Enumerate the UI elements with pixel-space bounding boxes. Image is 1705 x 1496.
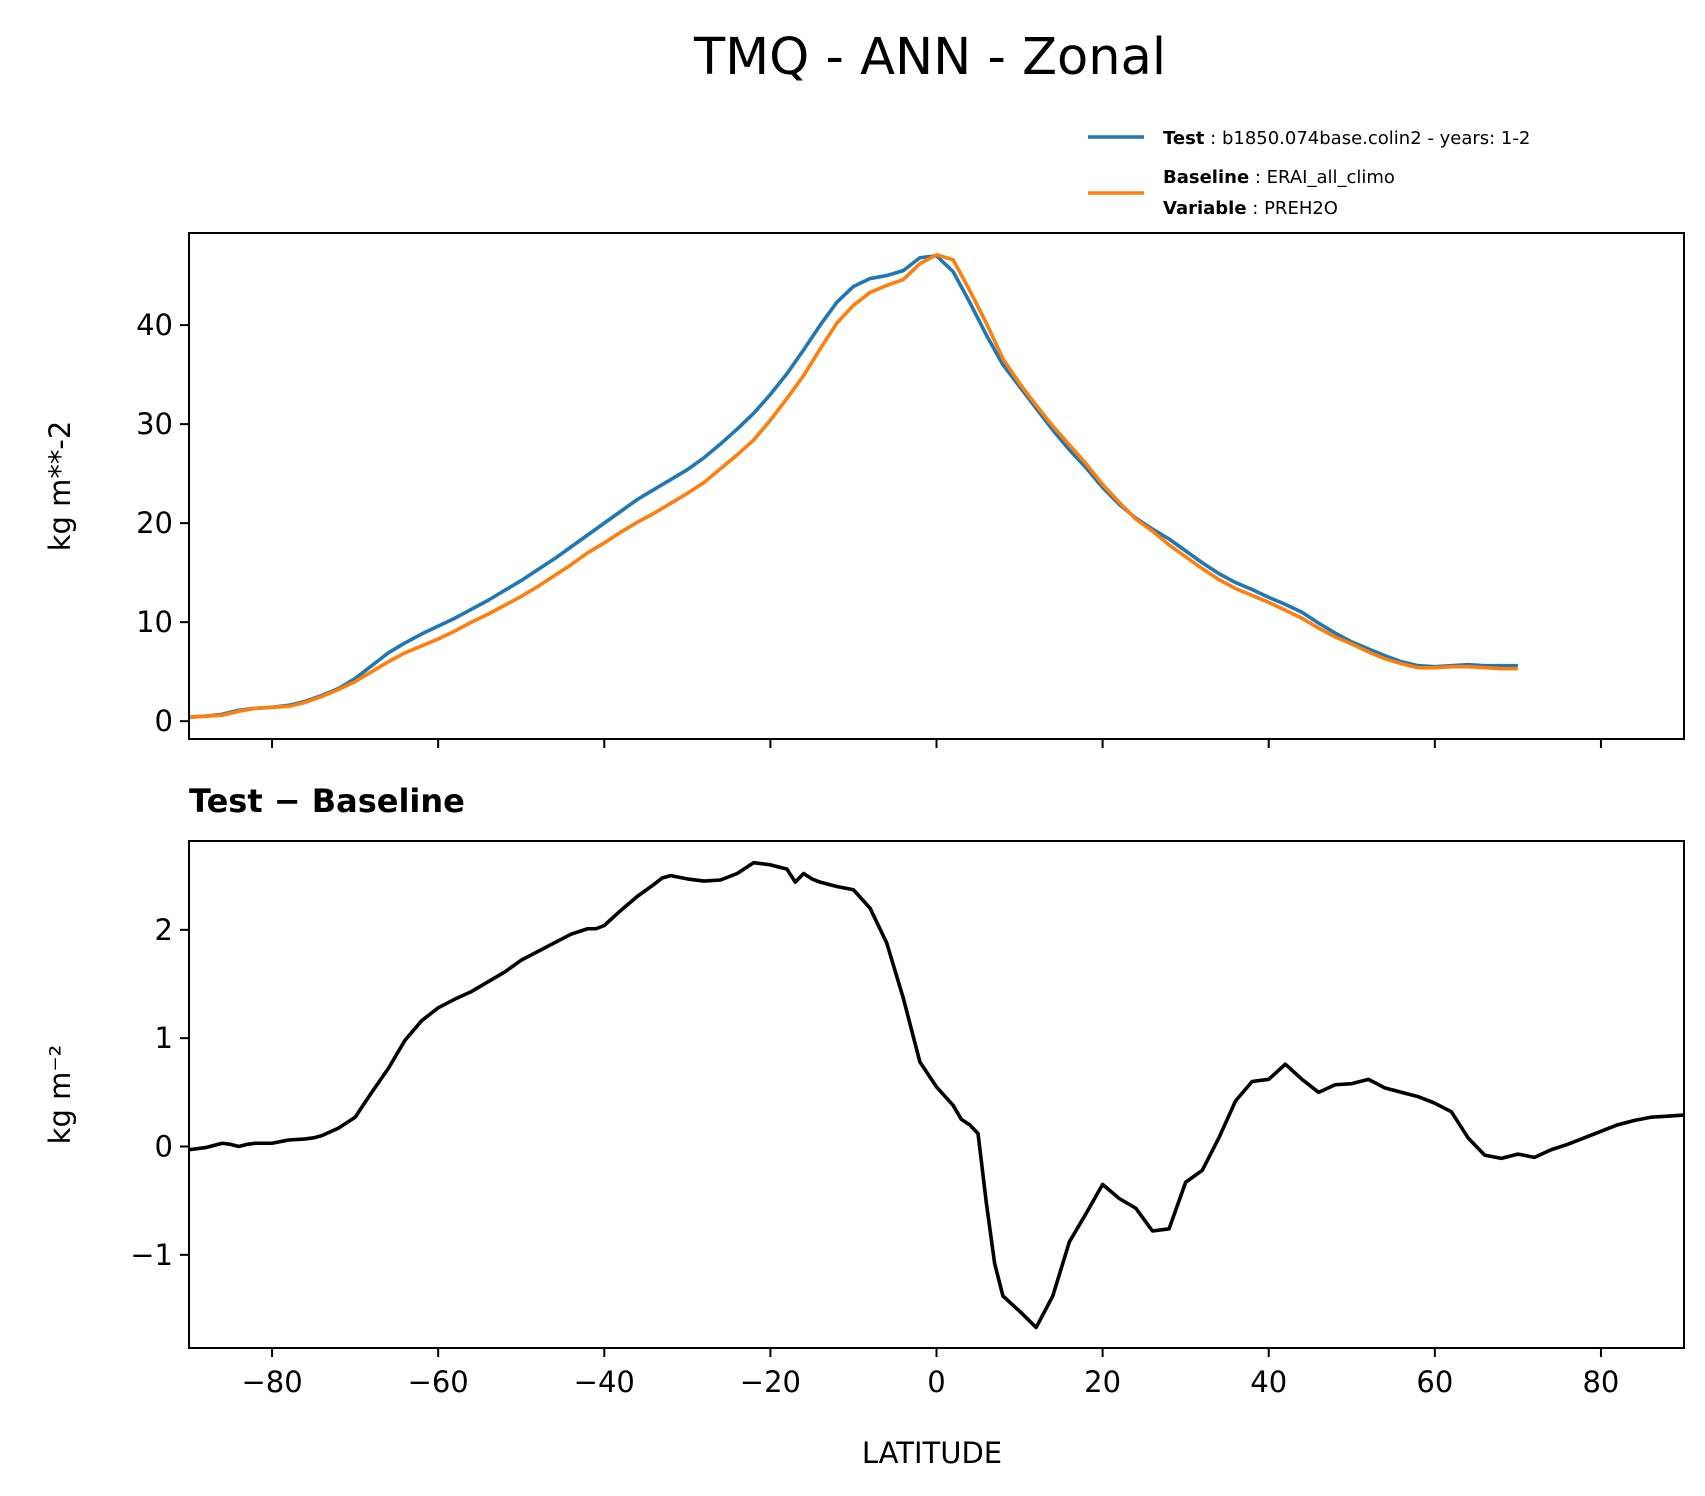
- y-tick-label: 20: [136, 506, 173, 540]
- x-tick-label: −60: [408, 1365, 469, 1399]
- x-tick-label: 0: [927, 1365, 945, 1399]
- difference-panel: −1 0 1 2 −80 −60 −40 −20 0 20 40 60 80 kg m⁻²: [43, 840, 1685, 1399]
- legend-variable-text: Variable : PREH2O: [1163, 198, 1338, 219]
- legend-test-value: b1850.074base.colin2 - years: 1-2: [1222, 128, 1530, 149]
- x-tick-label: −20: [740, 1365, 801, 1399]
- series-line-test-baseline: [188, 860, 1685, 1330]
- series-line-baseline: [188, 252, 1518, 720]
- x-tick-label: −80: [241, 1365, 302, 1399]
- legend-test-key: Test: [1163, 128, 1205, 149]
- legend-variable-key: Variable: [1163, 198, 1247, 219]
- x-tick-label: 40: [1250, 1365, 1287, 1399]
- y-tick-label: 30: [136, 407, 173, 441]
- y-tick-label: 2: [155, 913, 173, 947]
- y-axis-label: kg m**-2: [43, 421, 77, 552]
- x-axis-label: LATITUDE: [862, 1436, 1002, 1470]
- legend: Test : b1850.074base.colin2 - years: 1-2…: [1088, 128, 1530, 219]
- y-axis-label: kg m⁻²: [43, 1045, 77, 1145]
- y-tick-label: 10: [136, 605, 173, 639]
- x-tick-label: −40: [574, 1365, 635, 1399]
- y-tick-label: 0: [155, 1130, 173, 1164]
- y-tick-label: 1: [155, 1021, 173, 1055]
- legend-variable-value: PREH2O: [1264, 198, 1338, 219]
- series-line-test: [188, 253, 1518, 720]
- x-tick-label: 20: [1084, 1365, 1121, 1399]
- difference-panel-title: Test − Baseline: [189, 782, 465, 820]
- y-tick-label: 0: [155, 704, 173, 738]
- x-tick-label: 80: [1582, 1365, 1619, 1399]
- figure-title: TMQ - ANN - Zonal: [693, 28, 1166, 87]
- top-panel: 0 10 20 30 40 kg m**-2: [43, 232, 1685, 748]
- legend-baseline-text: Baseline : ERAI_all_climo: [1163, 167, 1395, 188]
- y-tick-label: −1: [130, 1238, 173, 1272]
- legend-test-text: Test : b1850.074base.colin2 - years: 1-2: [1163, 128, 1530, 149]
- y-tick-label: 40: [136, 308, 173, 342]
- legend-baseline-key: Baseline: [1163, 167, 1249, 188]
- legend-baseline-value: ERAI_all_climo: [1267, 167, 1395, 188]
- x-tick-label: 60: [1416, 1365, 1453, 1399]
